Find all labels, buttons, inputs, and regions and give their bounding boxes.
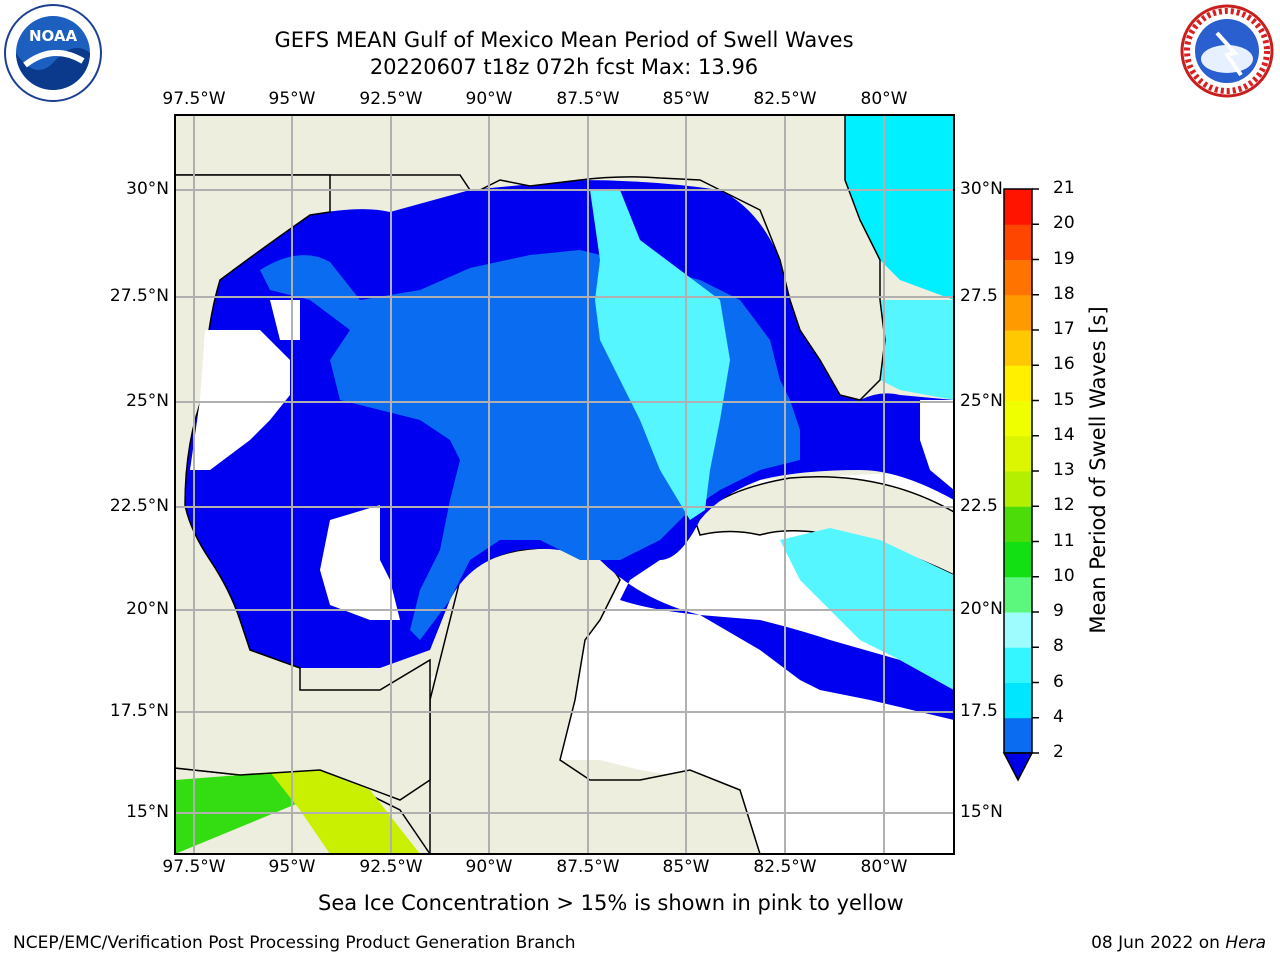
lat-label-right: 17.5	[960, 701, 998, 721]
lon-label-bottom: 90°W	[465, 857, 513, 877]
sea-ice-note: Sea Ice Concentration > 15% is shown in …	[318, 891, 904, 915]
colorbar-tick-label: 17	[1053, 319, 1075, 339]
colorbar-tick-label: 9	[1053, 601, 1064, 621]
lat-label-right: 25°N	[960, 391, 1003, 411]
map-border	[174, 114, 955, 855]
colorbar-tick-label: 18	[1053, 283, 1075, 304]
mexico-land	[175, 174, 431, 801]
lon-label-bottom: 85°W	[662, 857, 710, 877]
lat-label-right: 27.5	[960, 286, 998, 306]
colorbar-tick-label: 4	[1053, 706, 1064, 727]
colorbar-tick-label: 12	[1053, 495, 1075, 516]
footer-host: Hera	[1225, 933, 1266, 953]
lat-label-left: 25°N	[126, 391, 169, 411]
colorbar-tick-label: 19	[1053, 248, 1075, 269]
lon-label-top: 97.5°W	[162, 89, 226, 109]
gulf-swell-cyan	[590, 190, 730, 520]
colorbar-tick-label: 6	[1053, 671, 1064, 692]
colorbar-swatches	[1004, 189, 1032, 754]
colorbar-tick-label: 20	[1053, 213, 1075, 234]
colorbar-tick-label: 15	[1053, 389, 1075, 410]
lat-label-right: 20°N	[960, 599, 1003, 619]
lon-label-top: 80°W	[860, 89, 908, 109]
lat-label-right: 15°N	[960, 802, 1003, 822]
colorbar-tick-label: 2	[1053, 742, 1064, 762]
lon-label-bottom: 82.5°W	[753, 857, 817, 877]
lat-label-left: 17.5°N	[109, 701, 169, 721]
lat-label-right: 22.5	[960, 496, 998, 516]
lat-label-left: 22.5°N	[109, 496, 169, 516]
lon-label-top: 85°W	[662, 89, 710, 109]
footer-credit: NCEP/EMC/Verification Post Processing Pr…	[13, 933, 576, 953]
colorbar-swatch	[1004, 682, 1032, 719]
lon-label-bottom: 97.5°W	[162, 857, 226, 877]
gulf-nodata-center	[320, 505, 400, 620]
colorbar-tick-label: 11	[1053, 530, 1075, 551]
colorbar-tick-label: 13	[1053, 460, 1075, 480]
gulf-nodata-west	[190, 330, 290, 470]
lat-label-right: 30°N	[960, 179, 1003, 199]
colorbar-label: Mean Period of Swell Waves [s]	[1086, 306, 1110, 634]
noaa-logo-text: NOAA	[29, 27, 78, 45]
colorbar-extend-triangle	[1002, 752, 1034, 782]
map-layers	[175, 115, 954, 854]
colorbar-swatch	[1004, 612, 1032, 648]
colorbar-swatch	[1004, 400, 1032, 437]
colorbar-swatch	[1004, 294, 1032, 331]
colorbar-tick-label: 8	[1053, 636, 1064, 657]
colorbar-swatch	[1004, 330, 1032, 366]
colorbar-swatch	[1004, 506, 1032, 542]
colorbar-swatch	[1004, 259, 1032, 296]
colorbar-swatch	[1004, 717, 1032, 754]
colorbar-tick-label: 21	[1053, 178, 1075, 198]
atlantic-swell-cyan-south	[880, 300, 954, 400]
colorbar-swatch	[1004, 224, 1032, 260]
colorbar-swatch	[1004, 189, 1032, 225]
lon-label-top: 95°W	[268, 89, 316, 109]
chart-title: GEFS MEAN Gulf of Mexico Mean Period of …	[274, 28, 854, 52]
bahamas-nodata	[920, 400, 954, 490]
lon-label-top: 87.5°W	[556, 89, 620, 109]
colorbar-swatch	[1004, 576, 1032, 613]
colorbar-tick-label: 16	[1053, 354, 1075, 375]
colorbar-tick-label: 14	[1053, 424, 1075, 445]
colorbar-swatch	[1004, 541, 1032, 578]
colorbar-swatch	[1004, 435, 1032, 472]
colorbar-swatch	[1004, 647, 1032, 683]
colorbar-ticks	[1032, 188, 1039, 754]
graticule	[175, 115, 954, 854]
footer-date-text: 08 Jun 2022 on	[1091, 933, 1226, 953]
noaa-logo: NOAA	[4, 4, 102, 102]
lat-label-left: 15°N	[126, 802, 169, 822]
footer-date: 08 Jun 2022 on Hera	[1091, 933, 1266, 953]
lon-label-bottom: 95°W	[268, 857, 316, 877]
lon-label-top: 82.5°W	[753, 89, 817, 109]
chart-subtitle-run: 20220607 t18z 072h fcst Max: 13.96	[369, 55, 759, 79]
lon-label-bottom: 92.5°W	[359, 857, 423, 877]
nws-logo	[1180, 4, 1274, 98]
lat-label-left: 27.5°N	[109, 286, 169, 306]
colorbar-swatch	[1004, 365, 1032, 401]
atlantic-swell-cyan	[845, 115, 954, 300]
colorbar-tick-label: 10	[1053, 565, 1075, 586]
lat-label-left: 20°N	[126, 599, 169, 619]
lon-label-bottom: 80°W	[860, 857, 908, 877]
lon-label-bottom: 87.5°W	[556, 857, 620, 877]
lat-label-left: 30°N	[126, 179, 169, 199]
colorbar	[1002, 188, 1039, 782]
colorbar-swatch	[1004, 471, 1032, 507]
lon-label-top: 92.5°W	[359, 89, 423, 109]
lon-label-top: 90°W	[465, 89, 513, 109]
